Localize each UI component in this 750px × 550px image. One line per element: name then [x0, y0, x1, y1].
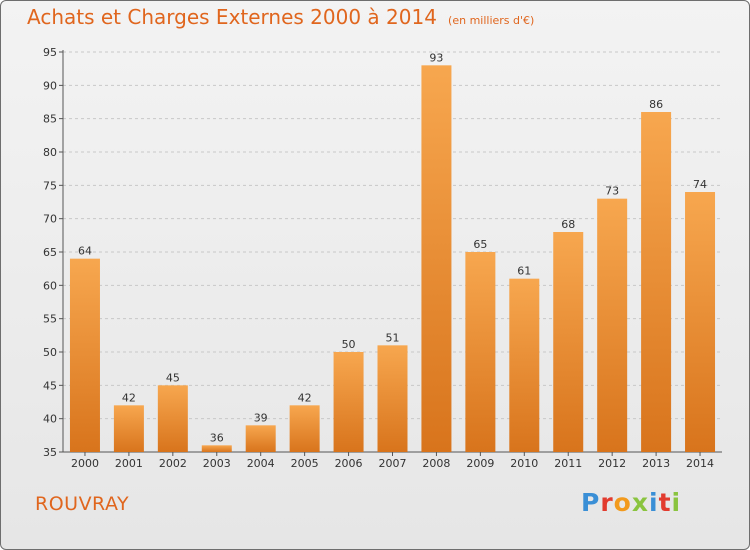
bar [685, 192, 716, 452]
bar-value-label: 68 [561, 218, 575, 231]
x-tick-label: 2001 [115, 457, 143, 470]
chart-unit: (en milliers d'€) [448, 14, 535, 27]
bar-value-label: 74 [693, 178, 707, 191]
bar-value-label: 65 [473, 238, 487, 251]
x-tick-label: 2010 [510, 457, 538, 470]
x-tick-label: 2008 [422, 457, 450, 470]
commune-name: ROUVRAY [35, 493, 130, 515]
logo-letter: o [613, 488, 632, 517]
x-tick-label: 2012 [598, 457, 626, 470]
bar [597, 198, 628, 452]
bar [465, 252, 496, 452]
bar [201, 445, 232, 452]
logo-letter: r [600, 488, 614, 517]
x-tick-label: 2007 [379, 457, 407, 470]
y-tick-label: 85 [43, 113, 57, 126]
x-tick-label: 2013 [642, 457, 670, 470]
bar [333, 352, 364, 452]
y-tick-label: 70 [43, 213, 57, 226]
logo-letter: P [581, 488, 601, 517]
y-tick-label: 90 [43, 79, 57, 92]
logo-letter: i [671, 488, 682, 517]
bar-value-label: 86 [649, 98, 663, 111]
y-tick-label: 80 [43, 146, 57, 159]
bar-value-label: 42 [298, 391, 312, 404]
x-tick-label: 2014 [686, 457, 714, 470]
bar [421, 65, 452, 452]
logo-letter: x [631, 488, 649, 517]
bar [377, 345, 408, 452]
bar-value-label: 42 [122, 391, 136, 404]
bar [157, 385, 188, 452]
y-tick-label: 50 [43, 346, 57, 359]
chart-title: Achats et Charges Externes 2000 à 2014 [27, 5, 437, 29]
y-tick-label: 65 [43, 246, 57, 259]
bar-value-label: 73 [605, 185, 619, 198]
bar-value-label: 50 [342, 338, 356, 351]
logo-letter: i [649, 488, 659, 517]
chart-title-block: Achats et Charges Externes 2000 à 2014 (… [27, 5, 534, 29]
bar [553, 232, 584, 452]
x-tick-label: 2011 [554, 457, 582, 470]
x-tick-label: 2000 [71, 457, 99, 470]
y-tick-label: 75 [43, 179, 57, 192]
x-tick-label: 2004 [247, 457, 275, 470]
bar-value-label: 51 [386, 331, 400, 344]
bar [69, 258, 100, 452]
x-tick-label: 2005 [291, 457, 319, 470]
y-tick-label: 45 [43, 379, 57, 392]
y-tick-label: 95 [43, 46, 57, 59]
bar [641, 112, 672, 452]
x-tick-label: 2003 [203, 457, 231, 470]
y-tick-label: 35 [43, 446, 57, 459]
bar [113, 405, 144, 452]
bar [509, 278, 540, 452]
y-tick-label: 40 [43, 413, 57, 426]
bar-value-label: 61 [517, 265, 531, 278]
bar [289, 405, 320, 452]
bar-value-label: 36 [210, 431, 224, 444]
bar-value-label: 45 [166, 371, 180, 384]
bar-value-label: 93 [429, 51, 443, 64]
x-tick-label: 2009 [466, 457, 494, 470]
logo-letter: t [658, 488, 672, 517]
bar-value-label: 39 [254, 411, 268, 424]
y-tick-label: 60 [43, 279, 57, 292]
x-tick-label: 2006 [335, 457, 363, 470]
x-tick-label: 2002 [159, 457, 187, 470]
bar [245, 425, 276, 452]
proxiti-logo: Proxiti [581, 488, 681, 517]
y-tick-label: 55 [43, 313, 57, 326]
bar-value-label: 64 [78, 245, 92, 258]
